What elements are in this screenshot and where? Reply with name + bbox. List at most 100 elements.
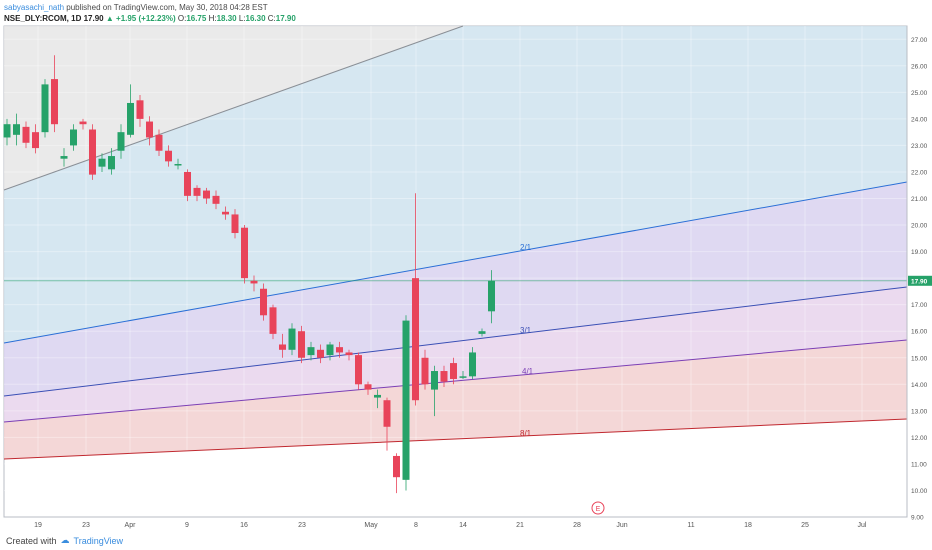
candle-body <box>32 132 39 149</box>
fan-label-1: 2/1 <box>520 243 532 252</box>
x-tick-label: Apr <box>125 522 137 529</box>
y-tick-label: 23.00 <box>911 143 928 150</box>
candle-body <box>469 352 476 377</box>
tradingview-link[interactable]: TradingView <box>73 535 124 546</box>
y-tick-label: 14.00 <box>911 382 928 389</box>
x-tick-label: 18 <box>744 522 752 529</box>
candle-body <box>440 371 448 382</box>
candle-body <box>184 171 191 196</box>
candle-body <box>393 455 400 478</box>
y-tick-label: 17.00 <box>911 302 928 309</box>
close-label: C: <box>267 14 276 23</box>
candle-body <box>136 100 144 119</box>
candle-body <box>402 320 410 480</box>
open-label: O: <box>177 14 187 23</box>
candle-body <box>279 344 286 350</box>
candle-body <box>174 164 182 166</box>
candle-body <box>89 129 96 175</box>
candle-body <box>288 328 296 350</box>
y-tick-label: 15.00 <box>911 355 928 362</box>
low-value: 16.30 <box>245 14 266 23</box>
candle-body <box>450 363 457 379</box>
publish-info: sabyasachi_nath published on TradingView… <box>4 3 268 13</box>
candle-body <box>459 376 467 378</box>
candle-body <box>345 352 353 356</box>
candle-body <box>478 331 486 334</box>
fan-label-3: 4/1 <box>522 367 534 376</box>
candle-body <box>383 400 391 427</box>
candle-body <box>307 347 315 356</box>
x-tick-label: 14 <box>459 522 467 529</box>
symbol-info: NSE_DLY:RCOM, 1D 17.90 ▲ +1.95 (+12.23%)… <box>4 14 296 24</box>
y-tick-label: 19.00 <box>911 249 928 256</box>
x-tick-label: 11 <box>687 522 694 529</box>
x-tick-label: May <box>364 522 378 529</box>
candle-body <box>336 347 343 353</box>
x-tick-label: 9 <box>185 522 189 529</box>
x-tick-label: 28 <box>573 522 581 529</box>
candle-body <box>231 214 239 234</box>
candle-body <box>70 129 77 146</box>
close-value: 17.90 <box>275 14 296 23</box>
candle-body <box>193 187 201 196</box>
price-change: +1.95 (+12.23%) <box>116 14 176 23</box>
candle-body <box>222 211 229 215</box>
y-tick-label: 10.00 <box>911 488 928 495</box>
y-tick-label: 12.00 <box>911 435 928 442</box>
candle-body <box>421 357 429 385</box>
fan-band-4 <box>4 340 907 459</box>
earnings-event-marker <box>591 501 605 515</box>
fan-line-outer <box>3 25 464 191</box>
candle-body <box>355 355 362 385</box>
x-tick-label: 23 <box>298 522 306 529</box>
candle-body <box>203 190 210 199</box>
y-tick-label: 21.00 <box>911 196 928 203</box>
y-tick-label: 9.00 <box>911 515 924 522</box>
published-text: published on TradingView.com, May 30, 20… <box>66 3 268 12</box>
candle-body <box>374 394 381 398</box>
candle-body <box>298 331 305 358</box>
candle-body <box>326 344 334 356</box>
candle-body <box>212 195 220 204</box>
candle-body <box>364 384 372 390</box>
candle-body <box>22 126 30 143</box>
candle-body <box>108 156 115 170</box>
price-axis <box>907 26 932 517</box>
up-arrow-icon: ▲ <box>105 14 114 23</box>
fan-band-2 <box>4 182 907 396</box>
low-label: L: <box>238 14 246 23</box>
y-tick-label: 20.00 <box>911 223 928 230</box>
author-link[interactable]: sabyasachi_nath <box>4 3 65 12</box>
high-label: H: <box>208 14 217 23</box>
candle-body <box>98 158 106 167</box>
y-tick-label: 11.00 <box>911 461 927 468</box>
x-tick-label: 25 <box>801 522 809 529</box>
candle-body <box>117 132 125 151</box>
tradingview-logo-icon: ☁ <box>60 535 70 545</box>
y-tick-label: 25.00 <box>911 90 928 97</box>
fan-line-4-1 <box>3 339 908 423</box>
fan-band-top <box>4 26 907 343</box>
last-price: 17.90 <box>83 14 104 23</box>
candle-body <box>51 79 58 125</box>
x-tick-label: 23 <box>82 522 90 529</box>
candle-body <box>250 280 258 284</box>
y-tick-label: 16.00 <box>911 329 928 336</box>
candle-body <box>431 371 438 390</box>
candle-body <box>260 288 267 316</box>
fan-line-8-1 <box>3 418 908 460</box>
candle-body <box>412 278 419 401</box>
x-tick-label: 16 <box>240 522 248 529</box>
fan-band-3 <box>4 287 907 422</box>
high-value: 18.30 <box>216 14 237 23</box>
symbol-label: NSE_DLY:RCOM, 1D <box>4 14 82 23</box>
open-value: 16.75 <box>186 14 207 23</box>
last-price-badge <box>908 275 932 286</box>
fan-label-2: 3/1 <box>520 326 532 335</box>
candle-body <box>269 307 277 334</box>
x-tick-label: Jul <box>858 522 867 529</box>
candle-body <box>79 121 87 125</box>
candle-body <box>3 124 11 138</box>
x-tick-label: 21 <box>516 522 524 529</box>
